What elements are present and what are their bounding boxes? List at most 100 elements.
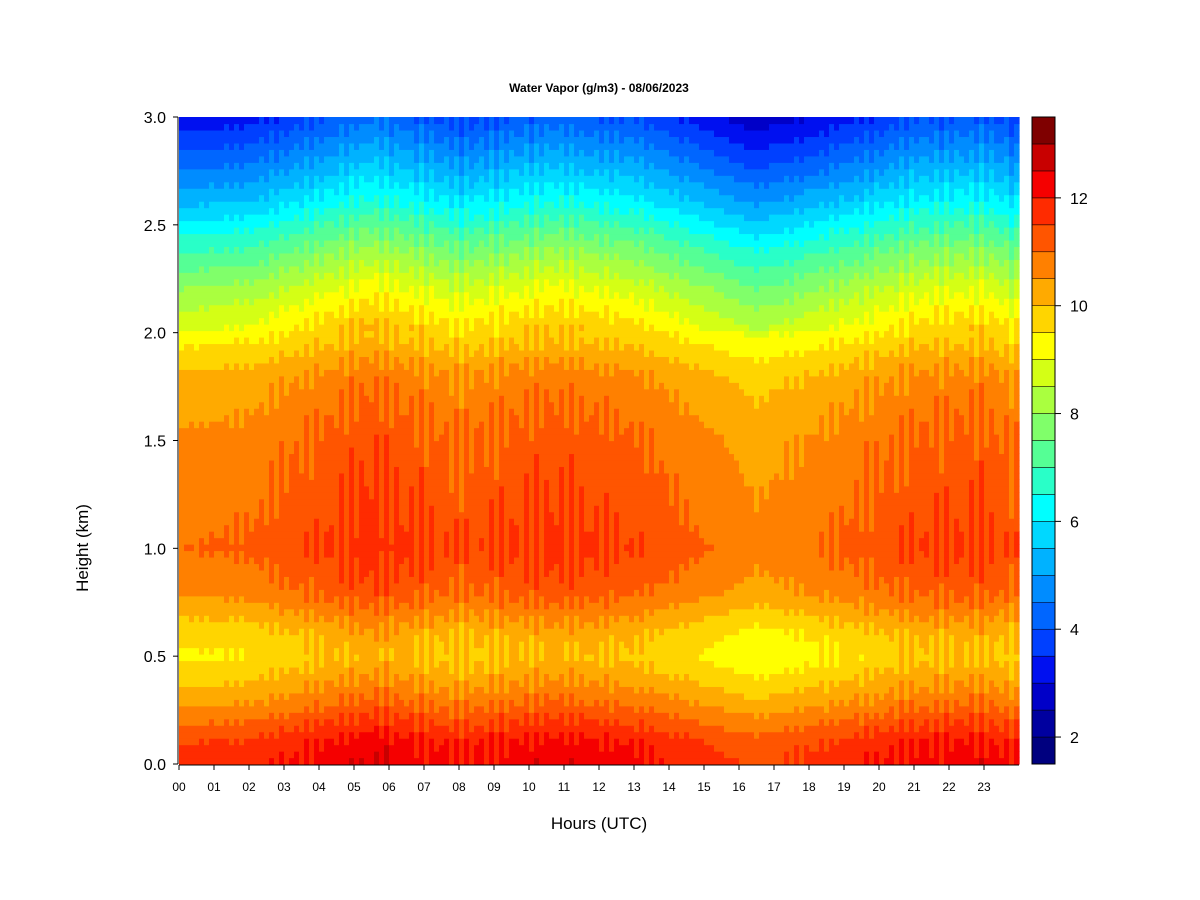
heatmap-cell (209, 654, 215, 662)
heatmap-cell (314, 705, 320, 713)
heatmap-cell (244, 666, 250, 675)
heatmap-cell (249, 673, 255, 681)
heatmap-cell (229, 123, 235, 131)
heatmap-cell (244, 576, 250, 584)
heatmap-cell (374, 343, 380, 351)
heatmap-cell (409, 550, 415, 558)
heatmap-cell (214, 382, 220, 390)
heatmap-cell (209, 615, 215, 623)
heatmap-cell (214, 446, 220, 455)
heatmap-cell (299, 556, 305, 565)
heatmap-cell (194, 343, 200, 351)
heatmap-cell (264, 679, 270, 687)
heatmap-cell (259, 220, 265, 228)
heatmap-cell (294, 673, 300, 681)
heatmap-cell (414, 226, 420, 235)
heatmap-cell (354, 569, 360, 577)
heatmap-cell (289, 608, 295, 616)
heatmap-cell (309, 421, 315, 429)
heatmap-cell (354, 194, 360, 202)
heatmap-cell (369, 214, 375, 222)
heatmap-cell (334, 757, 340, 765)
heatmap-cell (304, 492, 310, 500)
heatmap-cell (319, 414, 325, 422)
heatmap-cell (359, 569, 365, 577)
heatmap-cell (199, 446, 205, 455)
heatmap-cell (314, 330, 320, 338)
heatmap-cell (279, 136, 285, 144)
heatmap-cell (259, 615, 265, 623)
heatmap-cell (409, 518, 415, 526)
heatmap-cell (234, 142, 240, 150)
heatmap-cell (389, 194, 395, 202)
heatmap-cell (329, 472, 335, 480)
heatmap-cell (259, 252, 265, 260)
heatmap-cell (254, 207, 260, 215)
heatmap-cell (259, 401, 265, 409)
heatmap-cell (249, 757, 255, 765)
heatmap-cell (279, 188, 285, 196)
heatmap-cell (274, 634, 280, 642)
heatmap-cell (399, 362, 405, 370)
heatmap-cell (299, 233, 305, 241)
heatmap-cell (404, 569, 410, 577)
heatmap-cell (384, 544, 390, 552)
heatmap-cell (309, 324, 315, 332)
heatmap-cell (264, 136, 270, 144)
heatmap-cell (189, 414, 195, 422)
heatmap-cell (189, 162, 195, 170)
heatmap-cell (279, 563, 285, 571)
heatmap-cell (199, 621, 205, 629)
heatmap-cell (209, 556, 215, 565)
heatmap-cell (249, 692, 255, 700)
heatmap-cell (194, 408, 200, 416)
heatmap-cell (424, 421, 430, 429)
heatmap-cell (269, 621, 275, 629)
heatmap-cell (339, 188, 345, 196)
heatmap-cell (304, 544, 310, 552)
heatmap-cell (309, 440, 315, 448)
heatmap-cell (214, 666, 220, 675)
heatmap-cell (289, 466, 295, 474)
heatmap-cell (184, 369, 190, 377)
heatmap-cell (379, 233, 385, 241)
heatmap-cell (189, 576, 195, 584)
heatmap-cell (324, 582, 330, 590)
heatmap-cell (289, 569, 295, 577)
heatmap-cell (214, 686, 220, 694)
heatmap-cell (354, 395, 360, 403)
heatmap-cell (214, 201, 220, 209)
heatmap-cell (379, 602, 385, 610)
heatmap-cell (399, 142, 405, 150)
heatmap-cell (219, 712, 225, 720)
heatmap-cell (259, 511, 265, 519)
heatmap-cell (219, 330, 225, 338)
heatmap-cell (334, 576, 340, 584)
heatmap-cell (289, 233, 295, 241)
heatmap-cell (364, 401, 370, 409)
heatmap-cell (349, 518, 355, 526)
heatmap-cell (349, 298, 355, 306)
heatmap-cell (194, 388, 200, 396)
heatmap-cell (409, 117, 415, 125)
heatmap-cell (419, 369, 425, 377)
heatmap-cell (194, 589, 200, 597)
heatmap-cell (369, 427, 375, 435)
heatmap-cell (194, 427, 200, 435)
heatmap-cell (414, 285, 420, 293)
heatmap-cell (339, 388, 345, 396)
heatmap-cell (414, 278, 420, 286)
heatmap-cell (284, 531, 290, 539)
heatmap-cell (189, 679, 195, 687)
heatmap-cell (194, 440, 200, 448)
heatmap-cell (374, 330, 380, 338)
heatmap-cell (194, 757, 200, 765)
heatmap-cell (229, 712, 235, 720)
heatmap-cell (394, 576, 400, 584)
heatmap-cell (209, 744, 215, 752)
heatmap-cell (189, 155, 195, 163)
heatmap-cell (234, 537, 240, 545)
heatmap-cell (334, 304, 340, 312)
heatmap-cell (294, 252, 300, 260)
heatmap-cell (189, 569, 195, 577)
